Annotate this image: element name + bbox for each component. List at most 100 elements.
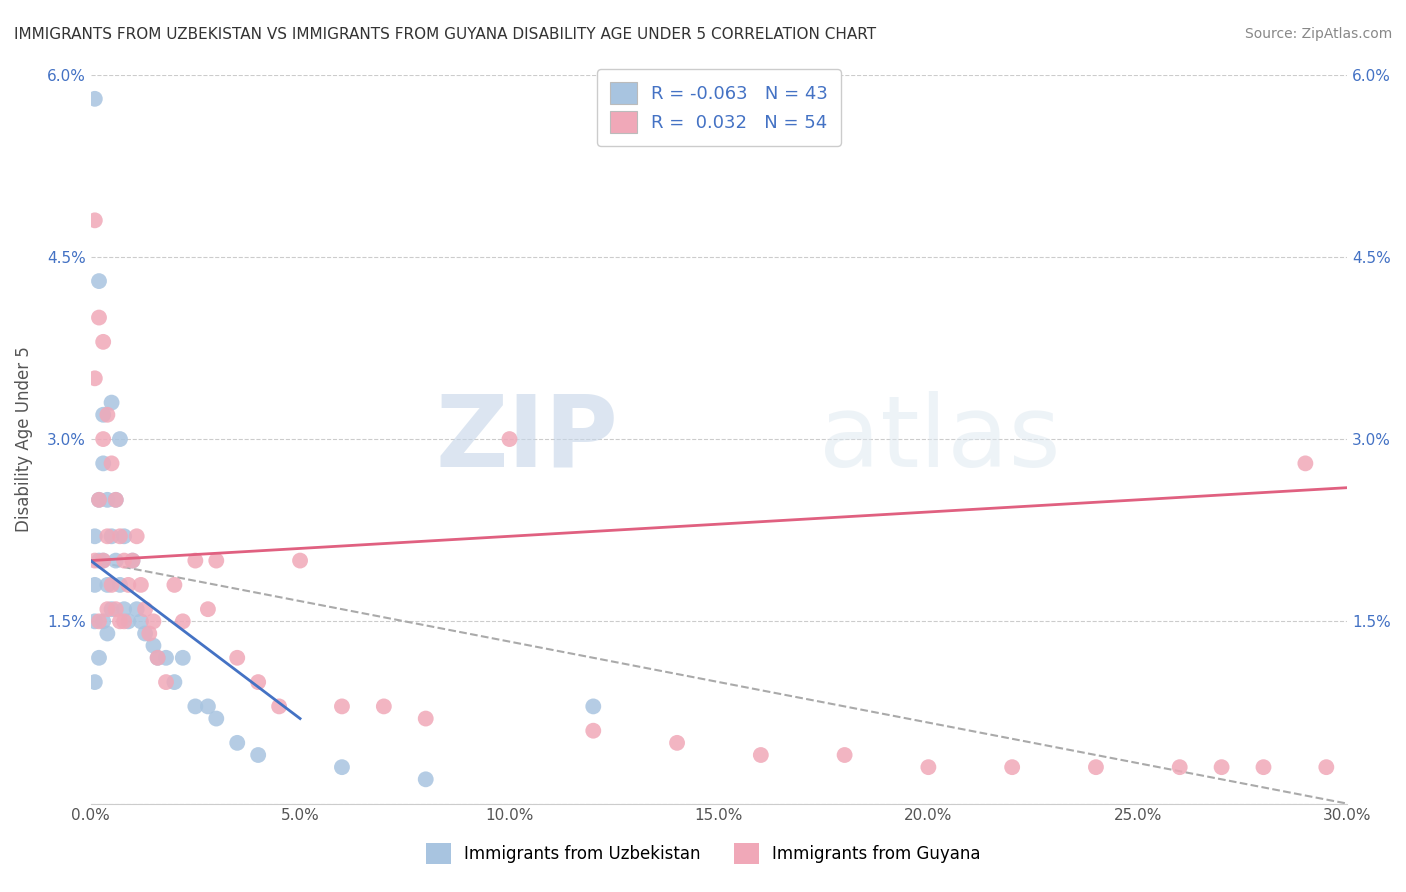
Point [121, 553, 143, 567]
Point [112, 529, 135, 543]
Point [83, 529, 105, 543]
Point [112, 615, 135, 629]
Point [134, 626, 156, 640]
Point [87, 274, 110, 288]
Legend: R = -0.063   N = 43, R =  0.032   N = 54: R = -0.063 N = 43, R = 0.032 N = 54 [598, 69, 841, 145]
Point [226, 650, 249, 665]
Point [142, 639, 165, 653]
Point [917, 760, 939, 774]
Point [96, 529, 118, 543]
Point [83, 578, 105, 592]
Point [749, 747, 772, 762]
Point [172, 615, 194, 629]
Point [146, 650, 169, 665]
Point [666, 736, 689, 750]
Legend: Immigrants from Uzbekistan, Immigrants from Guyana: Immigrants from Uzbekistan, Immigrants f… [419, 837, 987, 871]
Point [96, 626, 118, 640]
Point [197, 699, 219, 714]
Point [100, 456, 122, 470]
Point [330, 760, 353, 774]
Point [91, 615, 114, 629]
Point [1084, 760, 1107, 774]
Point [125, 602, 148, 616]
Point [100, 578, 122, 592]
Point [108, 432, 131, 446]
Point [1211, 760, 1233, 774]
Point [415, 712, 437, 726]
Point [247, 747, 270, 762]
Point [138, 626, 160, 640]
Point [91, 553, 114, 567]
Point [117, 615, 139, 629]
Point [834, 747, 856, 762]
Point [108, 578, 131, 592]
Point [269, 699, 291, 714]
Point [87, 553, 110, 567]
Text: Source: ZipAtlas.com: Source: ZipAtlas.com [1244, 27, 1392, 41]
Text: IMMIGRANTS FROM UZBEKISTAN VS IMMIGRANTS FROM GUYANA DISABILITY AGE UNDER 5 CORR: IMMIGRANTS FROM UZBEKISTAN VS IMMIGRANTS… [14, 27, 876, 42]
Point [83, 371, 105, 385]
Point [172, 650, 194, 665]
Point [1315, 760, 1337, 774]
Point [83, 92, 105, 106]
Text: atlas: atlas [820, 391, 1062, 488]
Text: ZIP: ZIP [436, 391, 619, 488]
Point [112, 553, 135, 567]
Point [498, 432, 520, 446]
Point [104, 553, 127, 567]
Point [582, 699, 605, 714]
Point [96, 602, 118, 616]
Y-axis label: Disability Age Under 5: Disability Age Under 5 [15, 346, 32, 532]
Point [100, 529, 122, 543]
Point [582, 723, 605, 738]
Point [330, 699, 353, 714]
Point [121, 553, 143, 567]
Point [142, 615, 165, 629]
Point [100, 395, 122, 409]
Point [104, 492, 127, 507]
Point [83, 675, 105, 690]
Point [125, 529, 148, 543]
Point [108, 615, 131, 629]
Point [146, 650, 169, 665]
Point [1001, 760, 1024, 774]
Point [91, 408, 114, 422]
Point [226, 736, 249, 750]
Point [129, 578, 152, 592]
Point [108, 529, 131, 543]
Point [1253, 760, 1275, 774]
Point [205, 712, 228, 726]
Point [288, 553, 311, 567]
Point [104, 492, 127, 507]
Point [163, 578, 186, 592]
Point [83, 615, 105, 629]
Point [163, 675, 186, 690]
Point [104, 602, 127, 616]
Point [91, 456, 114, 470]
Point [155, 675, 177, 690]
Point [155, 650, 177, 665]
Point [205, 553, 228, 567]
Point [134, 602, 156, 616]
Point [184, 699, 207, 714]
Point [197, 602, 219, 616]
Point [1168, 760, 1191, 774]
Point [96, 408, 118, 422]
Point [87, 310, 110, 325]
Point [87, 492, 110, 507]
Point [1294, 456, 1316, 470]
Point [373, 699, 395, 714]
Point [91, 553, 114, 567]
Point [87, 615, 110, 629]
Point [129, 615, 152, 629]
Point [184, 553, 207, 567]
Point [415, 772, 437, 787]
Point [100, 602, 122, 616]
Point [83, 553, 105, 567]
Point [96, 492, 118, 507]
Point [91, 334, 114, 349]
Point [112, 602, 135, 616]
Point [91, 432, 114, 446]
Point [83, 213, 105, 227]
Point [247, 675, 270, 690]
